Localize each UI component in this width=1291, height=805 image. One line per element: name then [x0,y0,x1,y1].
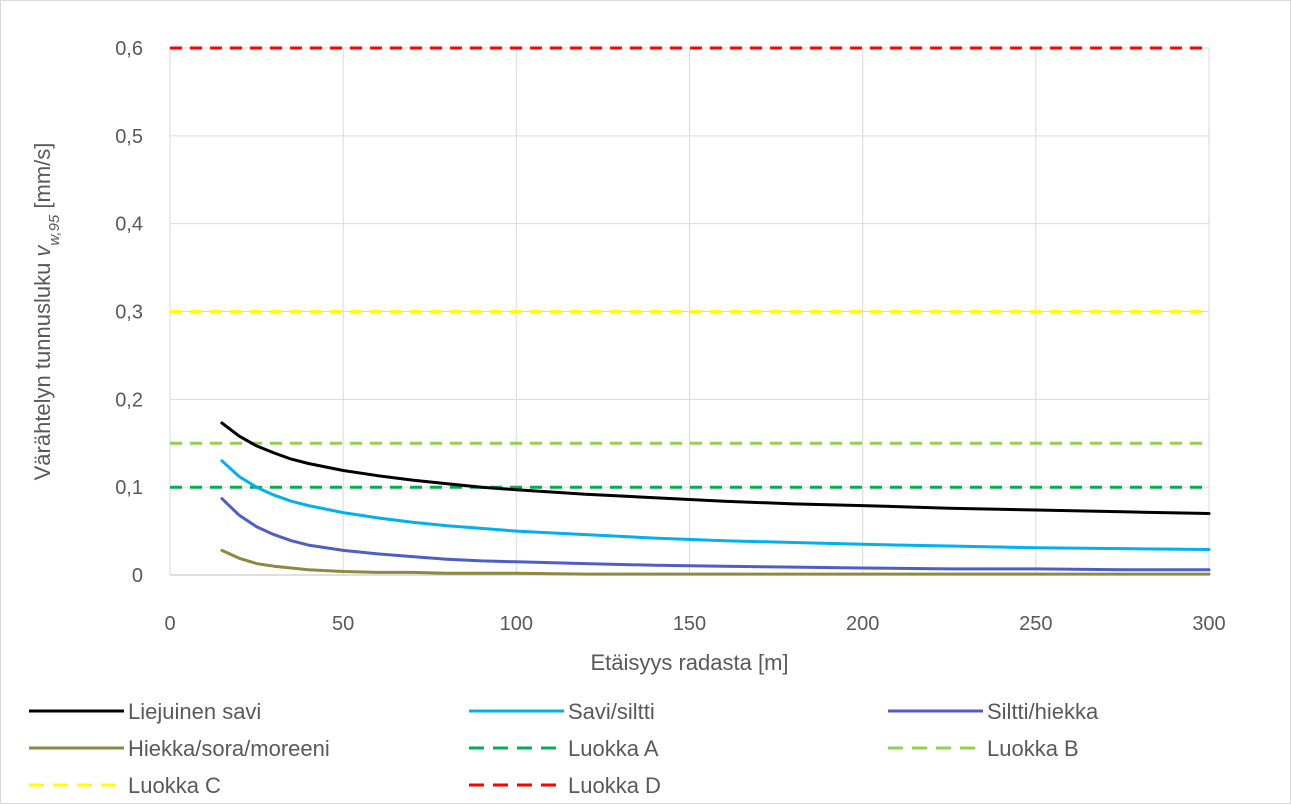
y-tick-label: 0,1 [115,477,143,499]
y-tick-label: 0,3 [115,302,143,324]
x-tick-label: 250 [1019,613,1052,635]
legend: Liejuinen savi Savi/siltti Siltti/hiekka Hi… [29,699,1099,798]
y-axis-title-prefix: Värähtelyn tunnusluku [30,257,55,481]
x-tick-label: 50 [332,613,354,635]
legend-label-luokka-b: Luokka B [987,736,1079,761]
legend-label-luokka-a: Luokka A [568,736,659,761]
y-tick-label: 0,5 [115,126,143,148]
x-axis-title: Etäisyys radasta [m] [590,650,788,675]
y-axis-title-subscript: w,95 [46,214,63,246]
y-tick-label: 0 [132,565,143,587]
y-axis-title-symbol: v [30,244,55,257]
series-line-savi-siltti [220,459,1211,551]
x-axis-ticks: 0 50 100 150 200 250 300 [164,613,1225,635]
y-axis-title-suffix: [mm/s] [30,143,55,215]
series-line-liejuinen-savi [220,421,1211,515]
series-line-hiekka-sora-moreeni [220,548,1211,576]
y-tick-label: 0,2 [115,389,143,411]
x-tick-label: 300 [1192,613,1225,635]
legend-label-savi-siltti: Savi/siltti [568,699,655,724]
x-tick-label: 100 [500,613,533,635]
y-tick-label: 0,4 [115,214,143,236]
y-axis-title: Värähtelyn tunnusluku vw,95 [mm/s] [30,143,63,481]
y-axis-ticks: 0 0,1 0,2 0,3 0,4 0,5 0,6 [115,38,143,587]
x-tick-label: 150 [673,613,706,635]
legend-label-hiekka-sora-moreeni: Hiekka/sora/moreeni [128,736,330,761]
legend-label-luokka-d: Luokka D [568,773,661,798]
series-line-siltti-hiekka [220,497,1211,572]
legend-label-luokka-c: Luokka C [128,773,221,798]
y-tick-label: 0,6 [115,38,143,60]
legend-label-liejuinen-savi: Liejuinen savi [128,699,261,724]
legend-label-siltti-hiekka: Siltti/hiekka [987,699,1099,724]
x-tick-label: 0 [164,613,175,635]
x-tick-label: 200 [846,613,879,635]
plot-series [170,46,1211,576]
